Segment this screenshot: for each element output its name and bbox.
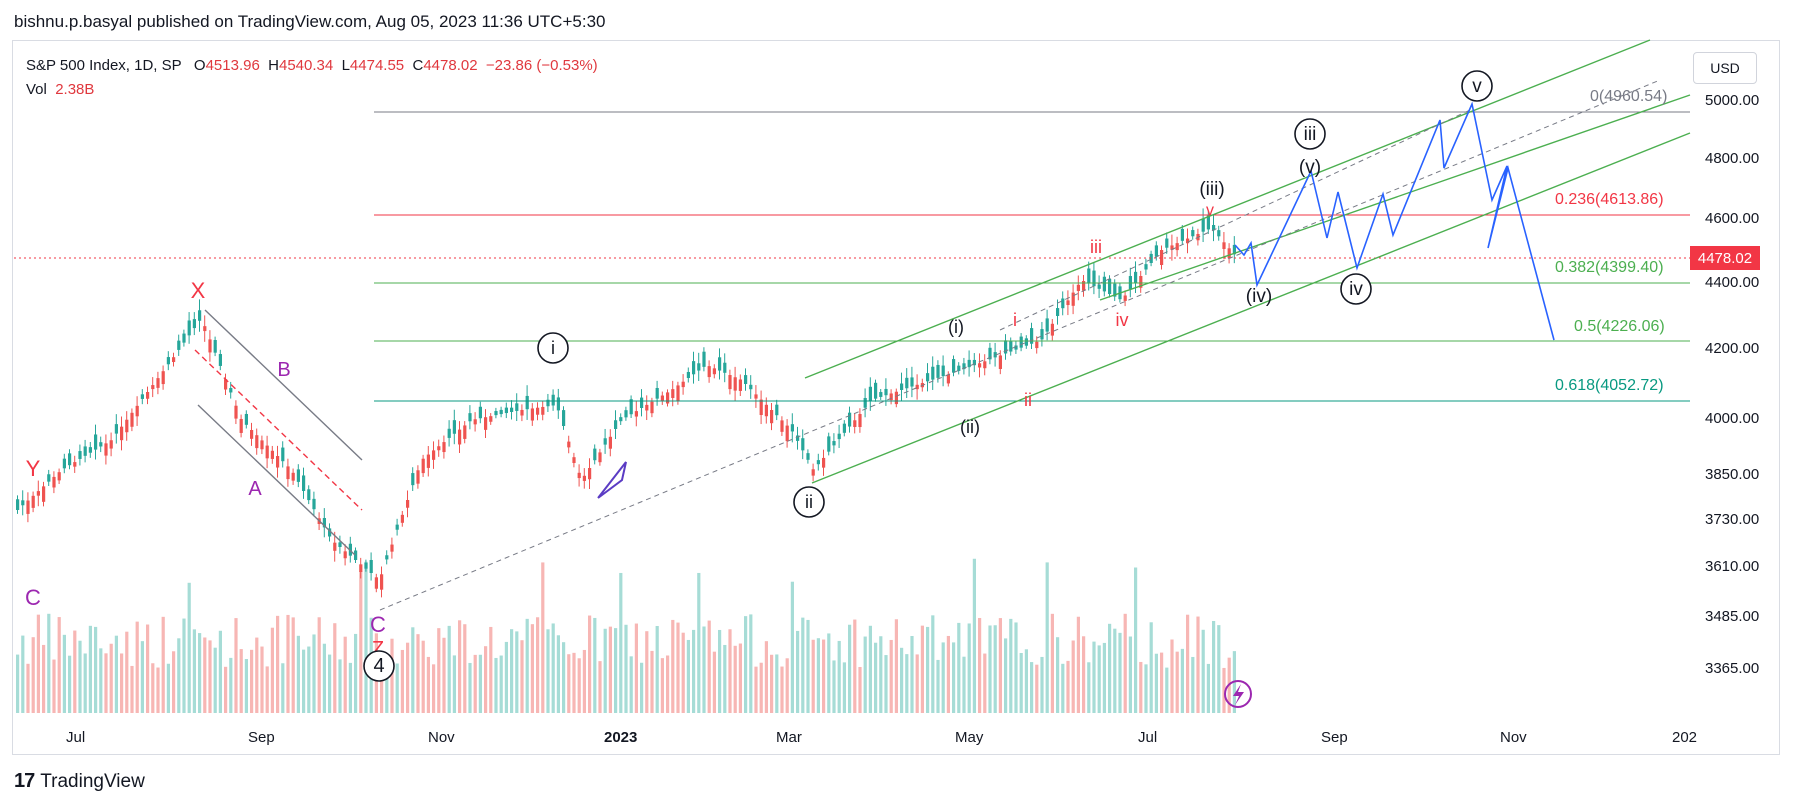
chart-legend: S&P 500 Index, 1D, SP O4513.96 H4540.34 … <box>26 54 598 102</box>
legend-low-label: L <box>341 57 350 74</box>
publisher-line: bishnu.p.basyal published on TradingView… <box>14 12 606 31</box>
chart-frame[interactable] <box>12 40 1780 755</box>
tradingview-logo-icon: 17 <box>14 770 35 792</box>
legend-high-label: H <box>268 57 279 74</box>
legend-vol: 2.38B <box>55 81 95 98</box>
legend-open-label: O <box>193 57 206 74</box>
legend-close-label: C <box>412 57 424 74</box>
tradingview-footer[interactable]: 17 TradingView <box>14 770 145 793</box>
currency-selector[interactable]: USD <box>1693 52 1757 84</box>
legend-change: −23.86 (−0.53%) <box>485 57 598 74</box>
legend-low: 4474.55 <box>349 57 405 74</box>
legend-close: 4478.02 <box>423 57 478 74</box>
legend-symbol[interactable]: S&P 500 Index, 1D, SP <box>26 57 182 74</box>
legend-vol-label: Vol <box>26 81 47 98</box>
legend-open: 4513.96 <box>205 57 260 74</box>
legend-high: 4540.34 <box>279 57 334 74</box>
tradingview-brand: TradingView <box>40 770 145 792</box>
